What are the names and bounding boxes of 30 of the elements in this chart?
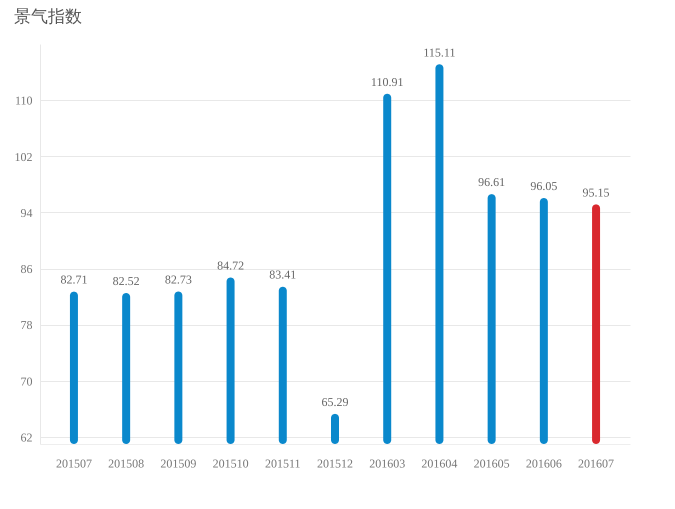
y-tick-label: 94	[20, 206, 32, 220]
x-tick-label: 201604	[421, 456, 458, 470]
y-tick-label: 86	[20, 262, 32, 276]
data-label: 110.91	[370, 74, 404, 89]
data-label: 84.72	[217, 258, 244, 273]
y-tick-label: 78	[20, 318, 32, 332]
data-label: 115.11	[423, 45, 456, 60]
data-label: 95.15	[582, 185, 610, 200]
data-label: 82.52	[112, 274, 140, 288]
x-tick-label: 201507	[56, 456, 92, 470]
data-label: 82.73	[164, 272, 192, 287]
y-tick-label: 110	[14, 94, 32, 108]
x-tick-label: 201606	[526, 456, 562, 470]
data-label: 65.29	[322, 394, 348, 409]
data-label: 83.41	[269, 268, 296, 282]
y-tick-label: 62	[20, 430, 32, 444]
data-label: 96.05	[530, 179, 558, 194]
y-tick-label: 102	[14, 150, 32, 164]
x-tick-label: 201603	[369, 456, 406, 470]
data-label: 96.61	[478, 175, 506, 190]
x-tick-label: 201512	[317, 456, 353, 470]
x-tick-label: 201508	[108, 456, 144, 470]
data-label: 82.71	[60, 272, 88, 287]
x-tick-label: 201509	[160, 456, 196, 470]
y-tick-label: 70	[20, 374, 32, 388]
x-tick-label: 201607	[578, 456, 614, 470]
chart-title: 景气指数	[14, 7, 82, 27]
x-tick-label: 201510	[212, 456, 249, 470]
x-tick-label: 201605	[474, 456, 510, 470]
x-tick-label: 201511	[265, 456, 301, 470]
